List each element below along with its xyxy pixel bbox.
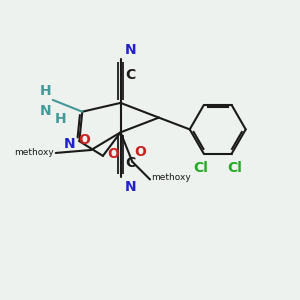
Text: Cl: Cl — [227, 161, 242, 175]
Text: methoxy: methoxy — [152, 173, 191, 182]
Text: C: C — [125, 156, 135, 170]
Text: O: O — [107, 147, 119, 161]
Text: N: N — [125, 43, 136, 57]
Text: N: N — [125, 180, 136, 194]
Text: N: N — [63, 137, 75, 151]
Text: C: C — [125, 68, 135, 82]
Text: N: N — [40, 104, 51, 118]
Text: Cl: Cl — [194, 161, 208, 175]
Text: methoxy: methoxy — [15, 148, 54, 158]
Text: O: O — [134, 145, 146, 159]
Text: H: H — [54, 112, 66, 126]
Text: O: O — [78, 133, 90, 147]
Text: H: H — [40, 85, 51, 98]
